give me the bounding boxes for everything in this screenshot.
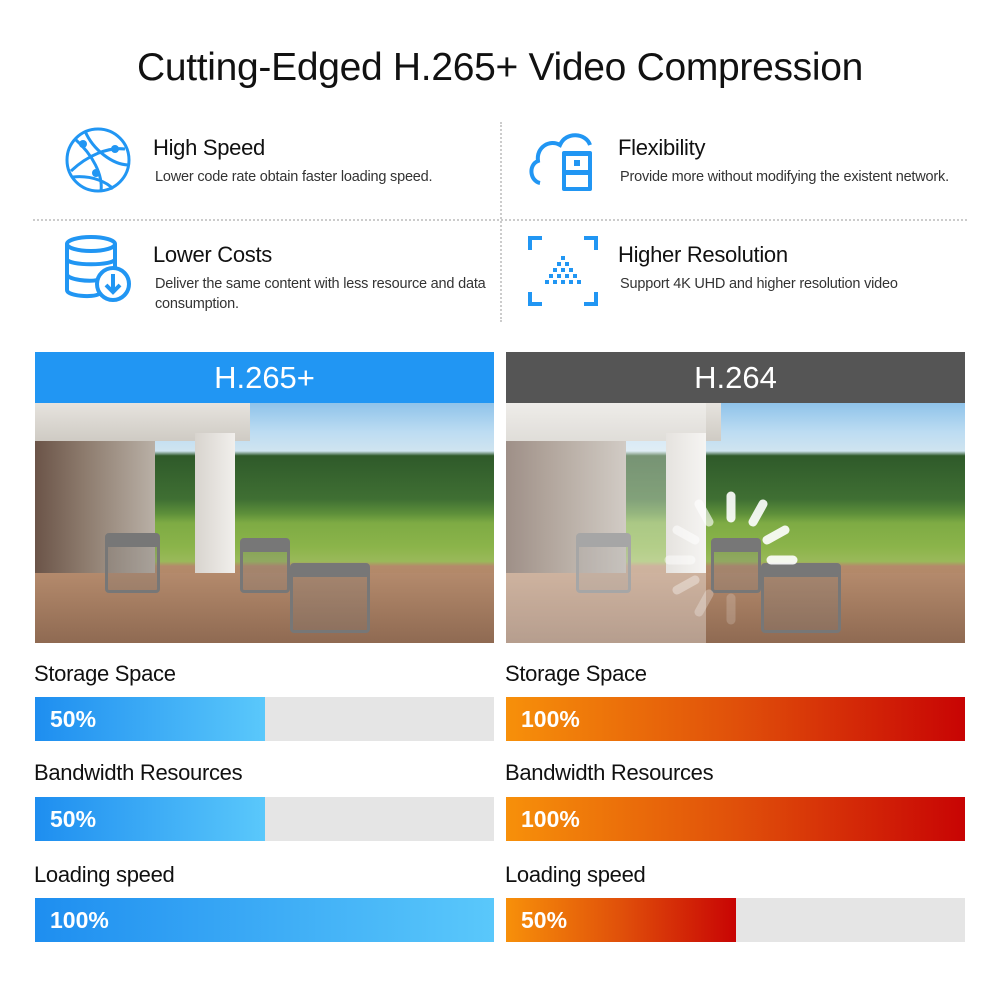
globe-network-icon — [65, 127, 131, 193]
progress-bar: 50% — [35, 697, 494, 741]
feature-lower-costs: Lower Costs Deliver the same content wit… — [153, 242, 513, 314]
h265-panel: H.265+ — [35, 352, 494, 643]
divider-horizontal — [33, 219, 967, 221]
feature-desc: Provide more without modifying the exist… — [620, 169, 949, 185]
progress-value: 50% — [50, 806, 97, 832]
cloud-device-icon — [529, 133, 592, 191]
feature-desc: Deliver the same content with less resou… — [155, 276, 486, 312]
progress-value: 100% — [521, 806, 580, 832]
progress-fill: 100% — [506, 797, 965, 841]
progress-fill: 50% — [35, 697, 265, 741]
progress-fill: 100% — [506, 697, 965, 741]
patio-photo-buffering — [506, 403, 965, 643]
progress-value: 100% — [521, 706, 580, 732]
metric-label: Bandwidth Resources — [34, 760, 243, 785]
progress-value: 50% — [521, 907, 568, 933]
feature-title: High Speed — [153, 135, 265, 160]
feature-desc: Lower code rate obtain faster loading sp… — [155, 169, 433, 185]
divider-vertical — [500, 122, 502, 322]
metric-label: Loading speed — [34, 862, 175, 887]
progress-bar: 50% — [506, 898, 965, 942]
h264-panel: H.264 — [506, 352, 965, 643]
metric-label: Bandwidth Resources — [505, 760, 714, 785]
database-download-icon — [65, 235, 131, 302]
progress-bar: 100% — [35, 898, 494, 942]
progress-fill: 100% — [35, 898, 494, 942]
progress-bar: 100% — [506, 697, 965, 741]
progress-fill: 50% — [506, 898, 736, 942]
feature-high-speed: High Speed Lower code rate obtain faster… — [153, 135, 513, 187]
feature-title: Flexibility — [618, 135, 706, 160]
metric-label: Loading speed — [505, 862, 646, 887]
metric-label: Storage Space — [34, 661, 176, 686]
progress-value: 50% — [50, 706, 97, 732]
loading-spinner-icon — [664, 491, 798, 625]
progress-bar: 100% — [506, 797, 965, 841]
feature-flexibility: Flexibility Provide more without modifyi… — [618, 135, 978, 187]
feature-higher-resolution: Higher Resolution Support 4K UHD and hig… — [618, 242, 978, 294]
h265-header: H.265+ — [35, 352, 494, 403]
feature-desc: Support 4K UHD and higher resolution vid… — [620, 276, 898, 292]
metric-label: Storage Space — [505, 661, 647, 686]
patio-photo-sharp — [35, 403, 494, 643]
feature-title: Higher Resolution — [618, 242, 788, 267]
progress-fill: 50% — [35, 797, 265, 841]
h264-header: H.264 — [506, 352, 965, 403]
progress-bar: 50% — [35, 797, 494, 841]
progress-value: 100% — [50, 907, 109, 933]
feature-title: Lower Costs — [153, 242, 272, 267]
page-title: Cutting-Edged H.265+ Video Compression — [136, 46, 864, 89]
resolution-frame-icon — [528, 236, 598, 306]
